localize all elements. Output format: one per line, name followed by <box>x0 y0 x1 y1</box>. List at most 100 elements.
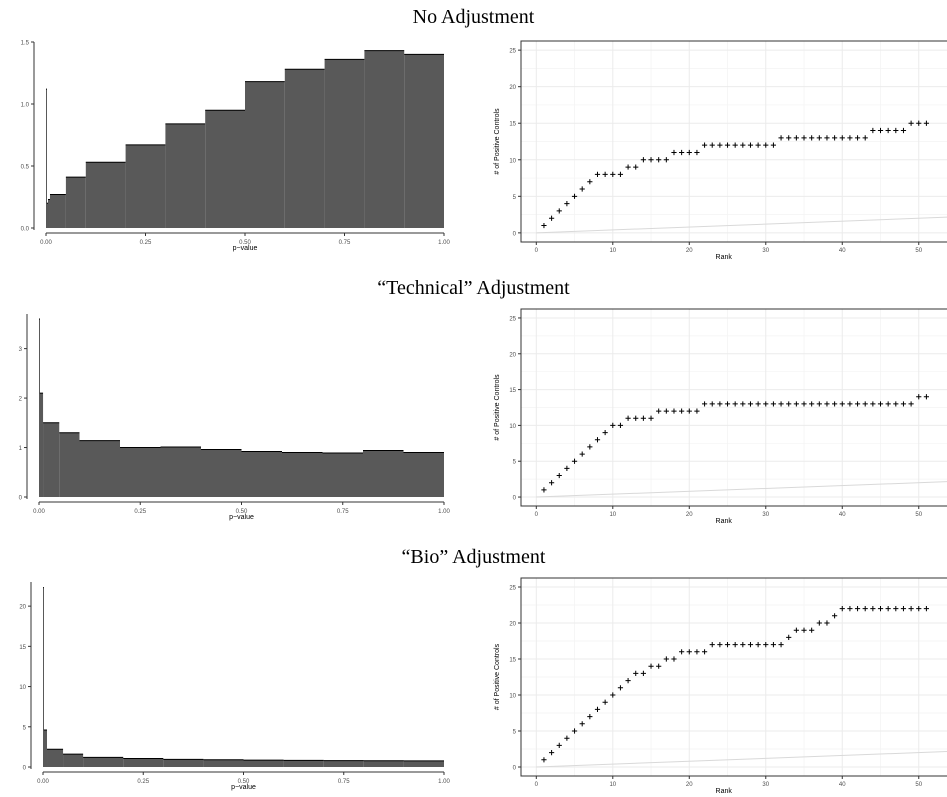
data-point <box>801 627 807 633</box>
x-tick-label: 10 <box>609 248 616 254</box>
x-axis-label: Rank <box>716 788 733 795</box>
data-point <box>755 401 761 407</box>
histogram-bar <box>85 162 126 228</box>
data-point <box>870 127 876 134</box>
histogram-bar <box>283 760 324 767</box>
data-point <box>656 408 662 414</box>
histogram-bar <box>163 759 204 767</box>
data-point <box>770 142 777 148</box>
data-point <box>686 149 692 156</box>
data-point <box>877 606 884 612</box>
data-point <box>640 415 646 421</box>
data-point <box>656 157 662 163</box>
data-point <box>854 606 861 612</box>
histogram-bar <box>46 203 48 228</box>
data-point <box>625 164 631 170</box>
histogram-bar <box>363 450 404 497</box>
data-point <box>824 401 830 407</box>
x-tick-label: 20 <box>686 782 693 788</box>
data-point <box>548 215 555 221</box>
x-axis-label: p−value <box>229 514 254 521</box>
data-point <box>724 642 731 648</box>
data-point <box>594 437 601 443</box>
data-point <box>564 735 570 741</box>
y-tick-label: 25 <box>509 316 516 322</box>
rank-plot-bio-adjustment: 0 5 10 15 20 25 0 10 20 30 40 50 Rank # of Positive C… <box>494 577 947 795</box>
data-point <box>893 401 899 407</box>
data-point <box>862 135 868 141</box>
data-point <box>923 120 930 126</box>
data-point <box>610 171 616 177</box>
y-tick-label: 0 <box>513 231 517 237</box>
data-point <box>862 606 868 612</box>
data-point <box>763 401 769 407</box>
histogram-bar <box>203 759 244 767</box>
histogram-bar <box>245 81 285 229</box>
y-tick-label: 1.5 <box>21 41 30 47</box>
data-point <box>770 401 777 407</box>
reference-line <box>536 481 947 498</box>
rank-plot-technical-adjustment: 0 5 10 15 20 25 0 10 20 30 40 50 Rank # of Positive C… <box>494 308 947 525</box>
data-point <box>587 179 593 185</box>
data-point <box>786 401 792 407</box>
data-point <box>694 649 700 655</box>
data-point <box>900 606 907 612</box>
y-tick-label: 3 <box>19 347 23 353</box>
data-point <box>625 678 631 684</box>
x-axis-label: Rank <box>716 518 733 525</box>
histogram-bar <box>323 760 364 767</box>
data-point <box>648 157 654 163</box>
x-tick-label: 0.50 <box>239 240 251 246</box>
data-point <box>908 401 914 407</box>
data-point <box>824 620 830 626</box>
x-tick-label: 10 <box>609 782 616 788</box>
data-point <box>701 649 708 655</box>
data-point <box>663 157 669 163</box>
data-point <box>885 127 891 134</box>
data-point <box>541 757 547 763</box>
data-point <box>900 401 907 407</box>
data-point <box>694 408 700 414</box>
data-point <box>870 401 876 407</box>
histogram-bar <box>364 50 405 229</box>
data-point <box>862 401 868 407</box>
x-tick-label: 0.00 <box>37 779 49 785</box>
data-point <box>740 142 746 148</box>
x-tick-label: 20 <box>686 512 693 518</box>
y-tick-label: 20 <box>509 352 516 358</box>
x-axis-label: Rank <box>716 254 733 261</box>
panel-border <box>520 40 947 243</box>
histogram-bar <box>241 451 282 497</box>
data-point <box>602 699 608 705</box>
data-point <box>579 451 585 457</box>
data-point <box>709 401 715 407</box>
data-point <box>556 742 562 748</box>
data-point <box>816 401 822 407</box>
data-point <box>832 135 838 141</box>
data-point <box>564 465 570 471</box>
data-point <box>747 142 754 148</box>
y-axis-label: # of Positive Controls <box>494 108 501 175</box>
data-point <box>832 613 838 619</box>
y-axis-label: # of Positive Controls <box>494 643 501 710</box>
y-tick-label: 0 <box>513 496 517 502</box>
y-tick-label: 20 <box>509 622 516 628</box>
section-title-technical-adjustment: “Technical” Adjustment <box>377 277 570 299</box>
x-tick-label: 20 <box>686 248 693 254</box>
histogram-bar <box>47 199 50 228</box>
x-tick-label: 30 <box>762 248 769 254</box>
data-point <box>900 127 907 134</box>
data-point <box>923 606 930 612</box>
data-point <box>770 642 777 648</box>
x-axis-label: p−value <box>231 784 256 791</box>
x-axis-label: p−value <box>233 245 258 252</box>
data-point <box>816 135 822 141</box>
data-point <box>747 642 754 648</box>
y-tick-label: 10 <box>509 158 516 164</box>
y-tick-label: 0 <box>23 766 27 772</box>
histogram-bar <box>205 110 245 228</box>
data-point <box>793 627 799 633</box>
x-tick-label: 50 <box>915 512 922 518</box>
histogram-bar <box>404 54 444 229</box>
data-point <box>908 120 914 126</box>
